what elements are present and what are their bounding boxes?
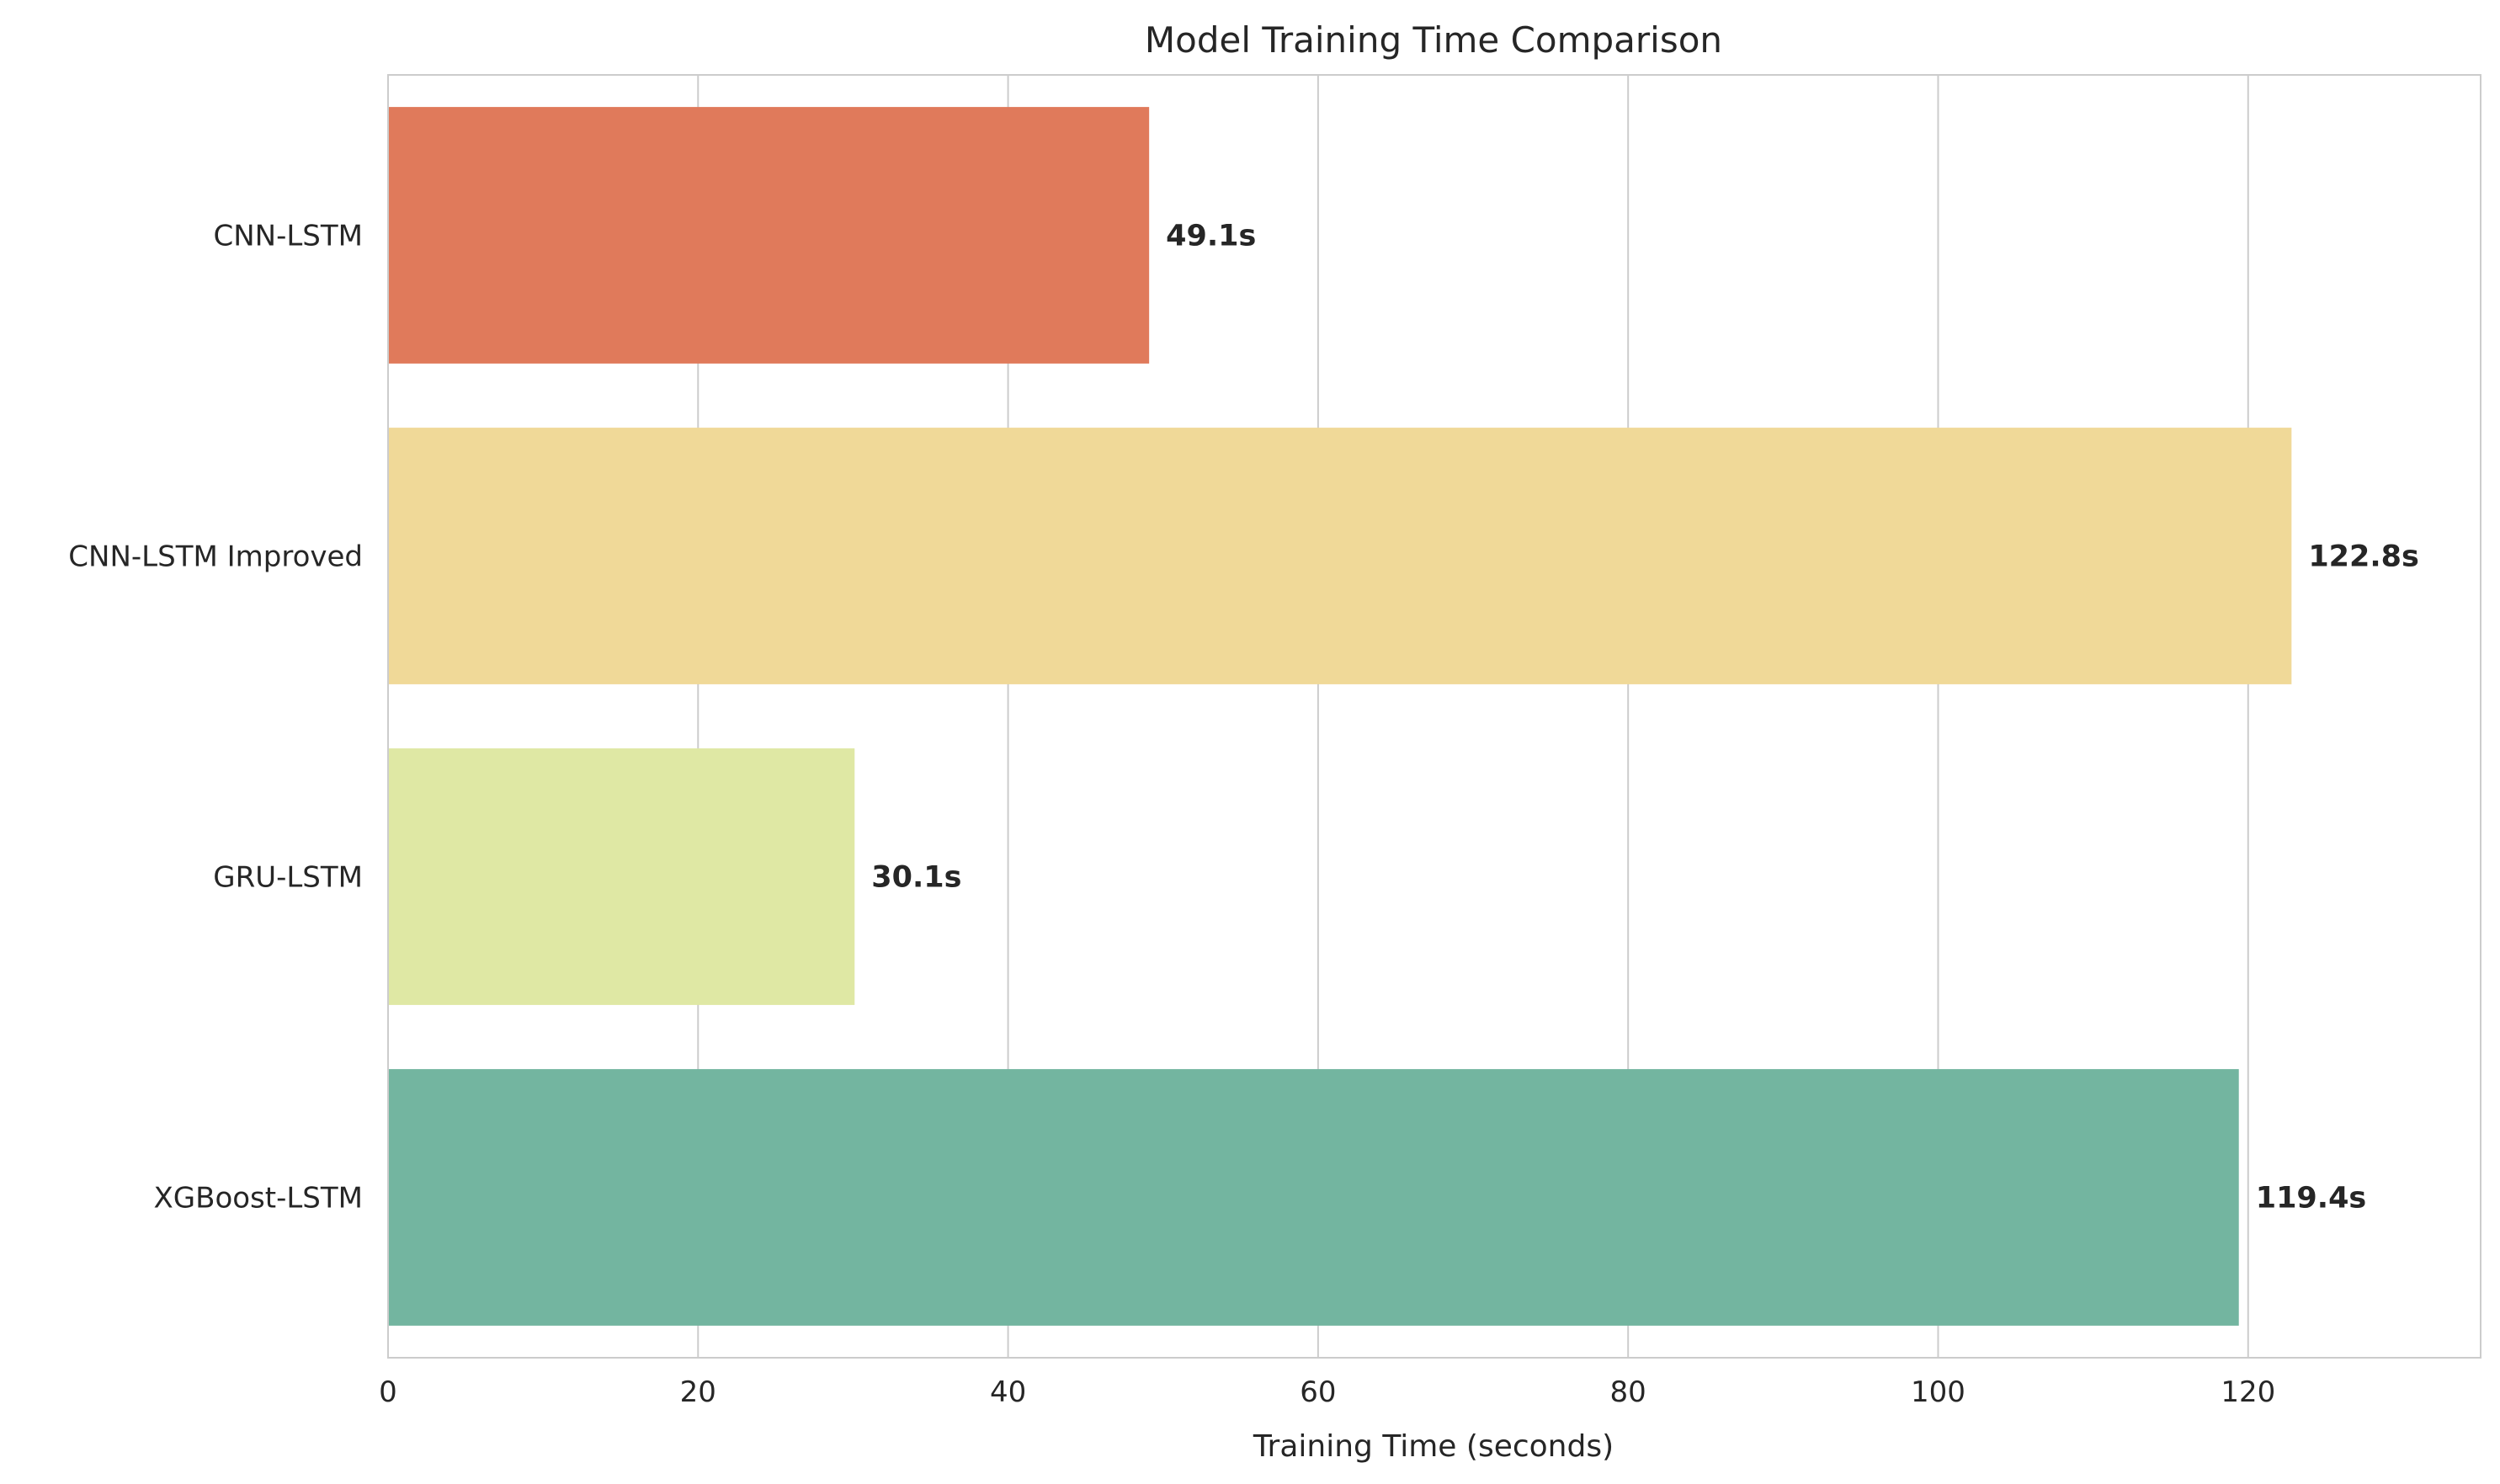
y-tick-label: GRU-LSTM	[213, 861, 363, 895]
plot-frame	[387, 74, 2481, 1359]
y-tick-label: CNN-LSTM	[213, 220, 363, 253]
bar	[388, 428, 2292, 684]
bar	[388, 748, 855, 1005]
x-tick-label: 20	[680, 1375, 716, 1409]
y-tick-labels: CNN-LSTM CNN-LSTM Improved GRU-LSTM XGBoost…	[68, 220, 363, 1215]
bars	[388, 107, 2292, 1326]
data-label: 49.1s	[1166, 220, 1256, 253]
x-tick-label: 80	[1610, 1375, 1646, 1409]
bar	[388, 1069, 2239, 1326]
y-tick-label: CNN-LSTM Improved	[68, 540, 363, 574]
bar	[388, 107, 1150, 364]
data-label: 30.1s	[871, 861, 961, 895]
x-tick-label: 60	[1300, 1375, 1336, 1409]
x-tick-label: 100	[1911, 1375, 1965, 1409]
x-tick-label: 40	[990, 1375, 1026, 1409]
x-tick-label: 120	[2221, 1375, 2275, 1409]
data-label: 122.8s	[2308, 540, 2419, 574]
x-tick-labels: 0 20 40 60 80 100 120	[379, 1375, 2275, 1409]
data-labels: 49.1s 122.8s 30.1s 119.4s	[871, 220, 2419, 1215]
y-tick-label: XGBoost-LSTM	[153, 1182, 363, 1215]
data-label: 119.4s	[2256, 1182, 2367, 1215]
chart-title: Model Training Time Comparison	[1145, 19, 1722, 61]
x-axis-label: Training Time (seconds)	[1253, 1429, 1614, 1464]
x-tick-label: 0	[379, 1375, 397, 1409]
